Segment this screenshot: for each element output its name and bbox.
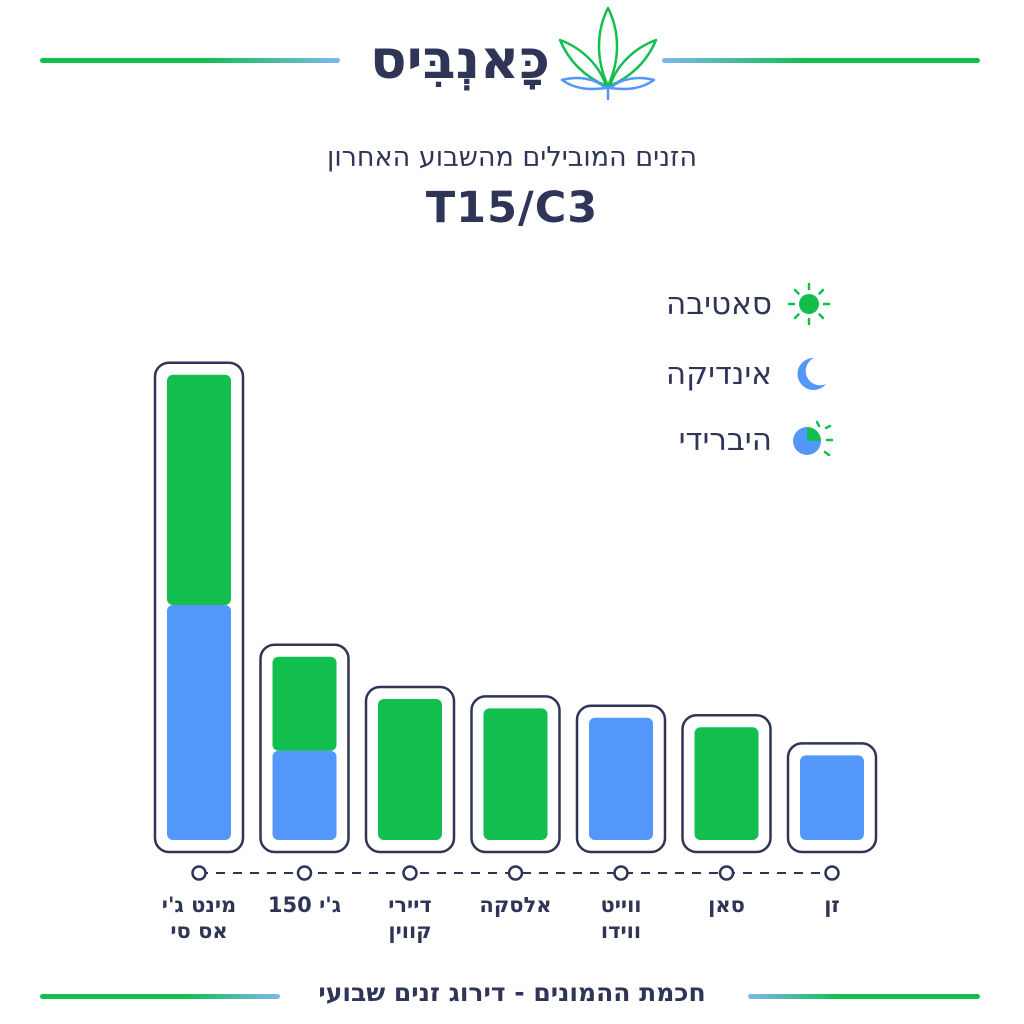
bar-segment-indica (800, 755, 864, 840)
legend-item-sativa: סאטיבה (666, 282, 834, 326)
sun-icon (787, 282, 831, 326)
footer-caption: חכמת ההמונים - דירוג זנים שבועי (0, 978, 1024, 1007)
x-tick-label: מינט ג'י אס סי (161, 893, 237, 943)
bar-segment-sativa (167, 374, 231, 605)
x-tick-marker (824, 865, 840, 881)
legend-item-indica: אינדיקה (666, 352, 834, 396)
hybrid-sun-moon-icon (793, 420, 834, 457)
footer-line-right (748, 994, 980, 999)
x-tick-label: ג'י 150 (267, 893, 342, 917)
brand-name: כָּאנְבִּיס (370, 28, 550, 91)
x-tick-marker (718, 865, 735, 881)
bar-segment-indica (272, 750, 337, 840)
bar-segment-indica (589, 717, 653, 840)
header-line-left (40, 58, 340, 63)
legend-label-hybrid: היברידי (678, 422, 772, 458)
footer-line-left (40, 994, 280, 999)
x-tick-marker (191, 865, 207, 881)
cannabis-leaf-icon (558, 6, 658, 100)
legend-label-indica: אינדיקה (665, 356, 772, 392)
bar-segment-sativa (378, 699, 442, 840)
bar-segment-indica (167, 605, 231, 840)
x-tick-label: ווייט ווידו (600, 893, 642, 943)
x-tick-label: זן (824, 893, 840, 917)
bar-segment-sativa (272, 656, 337, 751)
x-tick-marker (613, 865, 629, 881)
chart-code: T15/C3 (425, 183, 599, 233)
legend-label-sativa: סאטיבה (665, 286, 772, 322)
header-line-right (662, 58, 980, 63)
x-tick-label: דיירי קווין (388, 893, 432, 943)
x-tick-marker (296, 865, 313, 881)
chart-subtitle: הזנים המובילים מהשבוע האחרון (326, 142, 698, 173)
x-tick-label: אלסקה (479, 893, 552, 917)
legend-item-hybrid: היברידי (679, 418, 834, 462)
bar-segment-sativa (483, 708, 548, 840)
x-tick-marker (402, 865, 418, 881)
moon-icon (797, 357, 826, 390)
footer-text: חכמת ההמונים - דירוג זנים שבועי (308, 978, 716, 1007)
x-tick-marker (507, 865, 524, 881)
bar-segment-sativa (694, 727, 759, 840)
x-tick-label: סאן (708, 893, 745, 917)
